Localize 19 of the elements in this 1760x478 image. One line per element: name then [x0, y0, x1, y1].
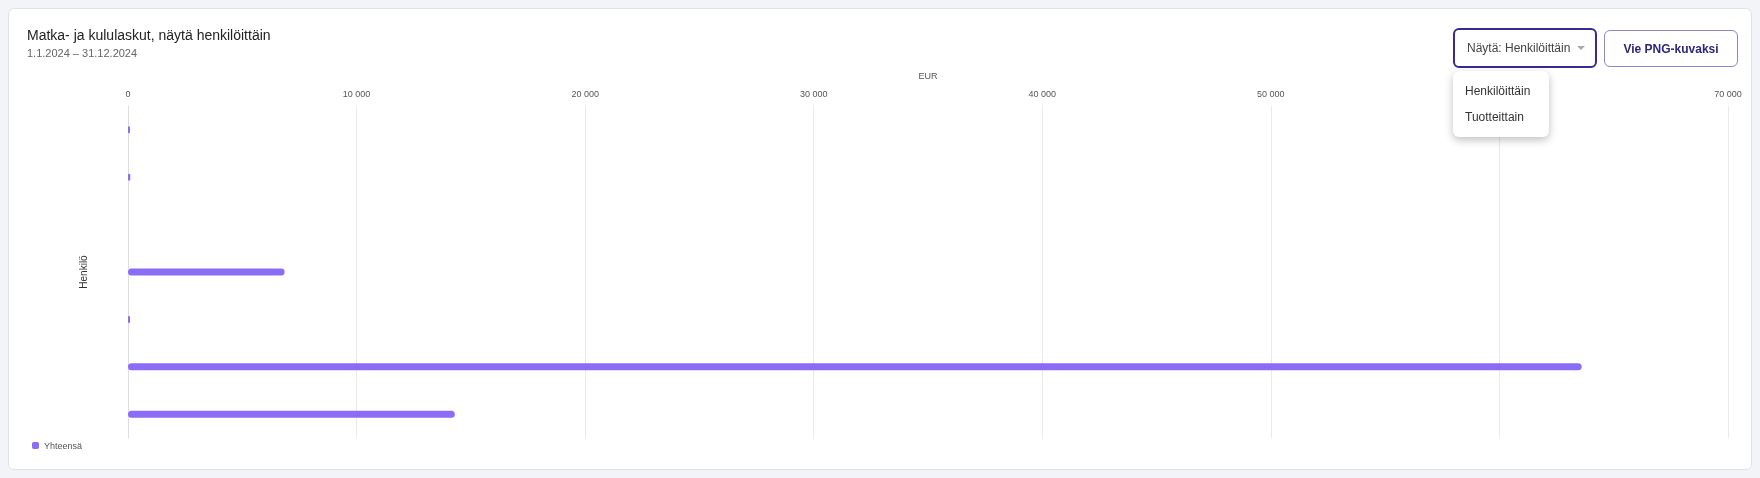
chart-subtitle: 1.1.2024 – 31.12.2024 [27, 47, 138, 59]
x-tick-label: 50 000 [1257, 88, 1285, 99]
dropdown: Näytä: Henkilöittäin [1453, 28, 1597, 68]
export-button: Vie PNG-kuvaksi [1604, 30, 1738, 67]
y-axis-title: Henkilö [77, 254, 89, 289]
x-tick-label: 40 000 [1028, 88, 1057, 99]
x-tick-label: 10 000 [342, 88, 371, 99]
bar [128, 410, 455, 418]
legend-label: Yhteensä [44, 440, 83, 451]
annotation: Tuotteittain [1465, 109, 1524, 126]
x-tick-label: 70 000 [1714, 88, 1742, 99]
chart-title: Matka- ja kululaskut, näytä henkilöittäin [27, 27, 271, 43]
x-tick-label: 30 000 [799, 88, 828, 99]
dropdown-menu: Henkilöittäin Tuotteittain [1453, 71, 1549, 137]
bar [128, 363, 1582, 371]
x-tick-label: 20 000 [571, 88, 599, 99]
x-axis-title: EUR [918, 70, 938, 81]
bar [128, 268, 285, 276]
x-tick-label: 0 [125, 88, 131, 99]
